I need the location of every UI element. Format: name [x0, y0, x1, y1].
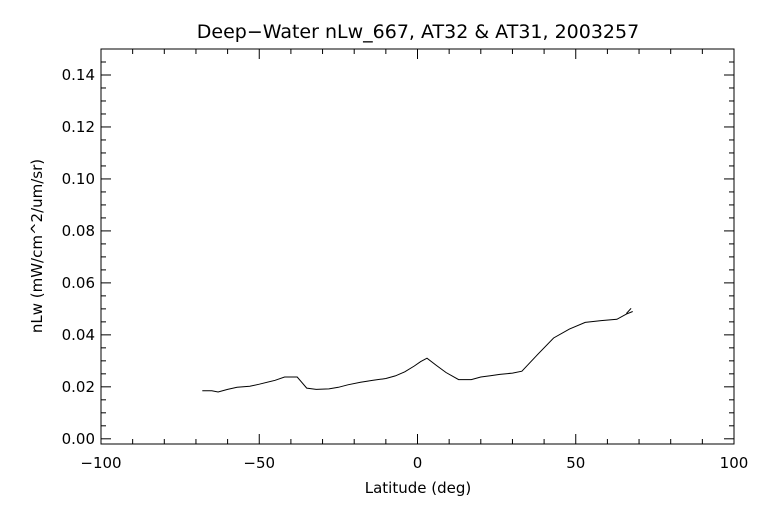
y-tick-label: 0.10	[62, 170, 95, 188]
series-group	[202, 307, 633, 393]
y-tick-label: 0.04	[62, 326, 95, 344]
series-line-1	[626, 307, 632, 314]
y-axis-label: nLw (mW/cm^2/um/sr)	[28, 159, 46, 333]
y-tick-label: 0.02	[62, 378, 95, 396]
series-line-0	[202, 311, 633, 393]
y-tick-label: 0.14	[62, 66, 95, 84]
plot-frame	[100, 48, 735, 445]
x-tick-label: 50	[566, 454, 585, 472]
y-tick-label: 0.08	[62, 222, 95, 240]
axis-ticks	[100, 49, 735, 444]
tick-labels: −100 −50 0 50 100 0.00 0.02 0.04 0.06 0.08 0.10 0.1…	[62, 66, 749, 472]
x-axis-label: Latitude (deg)	[365, 479, 471, 497]
x-tick-label: −50	[243, 454, 275, 472]
x-tick-label: −100	[80, 454, 121, 472]
x-tick-label: 100	[720, 454, 749, 472]
x-tick-label: 0	[413, 454, 423, 472]
y-tick-label: 0.06	[62, 274, 95, 292]
y-tick-label: 0.00	[62, 430, 95, 448]
y-tick-label: 0.12	[62, 118, 95, 136]
chart-title: Deep−Water nLw_667, AT32 & AT31, 2003257	[197, 21, 639, 43]
